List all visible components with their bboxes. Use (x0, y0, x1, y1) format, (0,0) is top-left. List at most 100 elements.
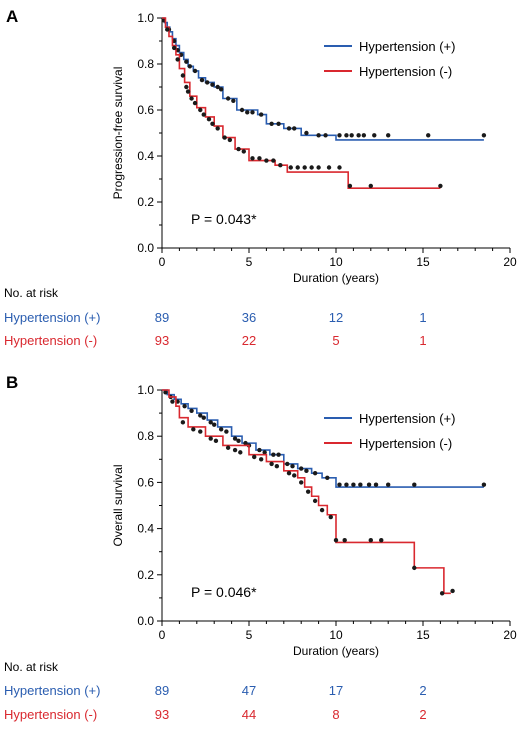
x-tick-label: 0 (159, 628, 166, 642)
censor-mark (210, 82, 215, 87)
censor-mark (368, 183, 373, 189)
censor-mark (257, 156, 262, 161)
censor-mark (286, 126, 292, 131)
risk-count: 93 (155, 707, 169, 722)
censor-mark (309, 165, 314, 170)
risk-count: 36 (242, 310, 256, 325)
risk-count: 8 (332, 707, 339, 722)
censor-mark (231, 98, 236, 104)
censor-mark (258, 112, 264, 117)
censor-mark (236, 438, 241, 444)
censor-mark (426, 133, 431, 138)
censor-mark (225, 445, 231, 450)
censor-mark (438, 183, 443, 189)
censor-mark (218, 427, 224, 432)
censor-mark (198, 429, 203, 434)
censor-mark (192, 68, 198, 74)
censor-mark (210, 121, 215, 127)
censor-mark (288, 165, 293, 170)
censor-mark (199, 77, 205, 83)
y-tick-label: 0.6 (137, 475, 154, 489)
x-tick-label: 15 (416, 628, 430, 642)
censor-mark (271, 452, 276, 457)
risk-count: 2 (419, 707, 426, 722)
censor-mark (215, 126, 220, 131)
censor-mark (175, 57, 180, 62)
censor-mark (269, 461, 274, 467)
legend-label: Hypertension (+) (359, 411, 455, 426)
censor-mark (328, 514, 333, 520)
censor-mark (276, 452, 281, 457)
censor-mark (192, 100, 198, 106)
x-tick-label: 0 (159, 255, 166, 269)
censor-mark (316, 133, 321, 138)
legend-label: Hypertension (-) (359, 436, 452, 451)
censor-mark (481, 482, 487, 487)
censor-mark (305, 489, 311, 494)
censor-mark (286, 470, 292, 476)
censor-mark (292, 126, 297, 131)
censor-mark (312, 470, 318, 476)
censor-mark (252, 454, 257, 460)
censor-mark (165, 27, 170, 32)
censor-mark (292, 473, 297, 478)
censor-mark (264, 158, 269, 163)
censor-mark (326, 165, 332, 170)
censor-mark (238, 450, 243, 455)
censor-mark (368, 537, 373, 543)
x-axis-label: Duration (years) (293, 644, 379, 658)
censor-mark (205, 80, 210, 85)
censor-mark (250, 156, 255, 161)
censor-mark (189, 96, 194, 101)
censor-mark (333, 537, 339, 543)
risk-row-label: Hypertension (+) (4, 683, 100, 698)
censor-mark (386, 133, 391, 138)
censor-mark (344, 482, 349, 487)
censor-mark (379, 537, 384, 543)
censor-mark (337, 133, 342, 138)
risk-table-title: No. at risk (4, 286, 59, 300)
risk-count: 93 (155, 333, 169, 348)
y-tick-label: 0.0 (137, 614, 154, 628)
risk-count: 89 (155, 683, 169, 698)
y-tick-label: 0.4 (137, 522, 154, 536)
chart-panel-b: B 0.0 0.2 0.4 0.6 0.8 1.0 0 5 10 15 20 Duration (yea… (4, 373, 517, 722)
censor-mark (224, 429, 229, 434)
censor-mark (276, 121, 281, 127)
risk-row-label: Hypertension (-) (4, 333, 97, 348)
censor-mark (232, 436, 238, 441)
series-line-hypertension-pos (162, 17, 484, 141)
censor-mark (180, 73, 186, 78)
panel-letter: B (6, 373, 18, 392)
censor-mark (386, 482, 391, 487)
censor-mark (347, 183, 353, 189)
censor-mark (323, 133, 328, 138)
censor-mark (225, 96, 231, 101)
risk-count: 89 (155, 310, 169, 325)
x-tick-label: 10 (329, 628, 343, 642)
censor-mark (198, 413, 203, 418)
y-axis-label: Overall survival (111, 464, 125, 546)
censor-mark (187, 64, 193, 69)
x-tick-label: 5 (246, 628, 253, 642)
risk-count: 22 (242, 333, 256, 348)
risk-count: 47 (242, 683, 256, 698)
p-value-annotation: P = 0.043* (191, 211, 257, 227)
series-line-hypertension-neg (162, 389, 451, 595)
panel-letter: A (6, 7, 18, 26)
censor-mark (372, 133, 377, 138)
x-axis-label: Duration (years) (293, 271, 379, 285)
x-tick-label: 15 (416, 255, 430, 269)
series-line-hypertension-pos (162, 389, 484, 488)
censor-mark (299, 480, 304, 485)
censor-mark (325, 475, 330, 480)
legend-label: Hypertension (+) (359, 39, 455, 54)
y-tick-label: 1.0 (137, 383, 154, 397)
censor-mark (184, 84, 189, 90)
censor-mark (208, 436, 213, 441)
risk-count: 5 (332, 333, 339, 348)
censor-mark (212, 422, 217, 427)
censor-mark (337, 165, 342, 170)
censor-mark (356, 133, 361, 138)
